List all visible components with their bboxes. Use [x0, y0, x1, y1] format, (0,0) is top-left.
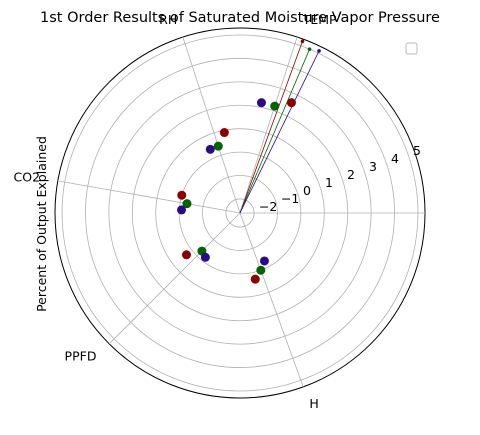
- legend: [405, 42, 418, 55]
- data-point: [259, 256, 269, 266]
- series-line-end: [317, 49, 321, 53]
- r-tick-label: 5: [413, 143, 421, 158]
- data-point: [219, 128, 229, 138]
- series-lines: [239, 39, 321, 214]
- data-point: [256, 265, 266, 275]
- category-spokes: [57, 36, 425, 387]
- r-tick-label: 1: [325, 175, 333, 190]
- spoke-line: [108, 212, 241, 345]
- series-line: [239, 41, 303, 214]
- data-point: [177, 205, 187, 215]
- data-points: [177, 98, 296, 284]
- data-point: [270, 101, 280, 111]
- chart-title: 1st Order Results of Saturated Moisture …: [40, 10, 440, 26]
- series-line-end: [307, 47, 312, 51]
- r-tick-label: 3: [369, 159, 377, 174]
- r-tick-label: 0: [303, 183, 311, 198]
- r-tick-label: 4: [391, 151, 399, 166]
- series-line: [239, 50, 320, 214]
- spoke-line: [239, 36, 298, 214]
- y-axis-label: Percent of Output Explained: [34, 136, 49, 312]
- category-label: CO2: [14, 170, 41, 185]
- series-line: [239, 49, 310, 214]
- category-label: TEMP: [302, 12, 337, 27]
- category-label: RH: [159, 12, 177, 27]
- category-label: H: [309, 396, 318, 411]
- category-label: PPFD: [65, 349, 97, 364]
- data-point: [200, 252, 210, 262]
- data-point: [205, 144, 215, 154]
- data-point: [286, 98, 296, 108]
- spoke-line: [57, 180, 241, 214]
- r-tick-label: 2: [347, 167, 355, 182]
- spoke-line: [239, 212, 304, 387]
- data-point: [177, 190, 187, 200]
- series-line-end: [300, 39, 305, 44]
- data-point: [181, 250, 191, 260]
- spoke-line: [182, 36, 241, 214]
- data-point: [250, 274, 260, 284]
- data-point: [213, 141, 223, 151]
- legend-box: [405, 42, 418, 55]
- data-point: [256, 98, 266, 108]
- r-tick-label: −2: [259, 199, 277, 214]
- r-tick-label: −1: [281, 191, 299, 206]
- data-point: [182, 199, 192, 209]
